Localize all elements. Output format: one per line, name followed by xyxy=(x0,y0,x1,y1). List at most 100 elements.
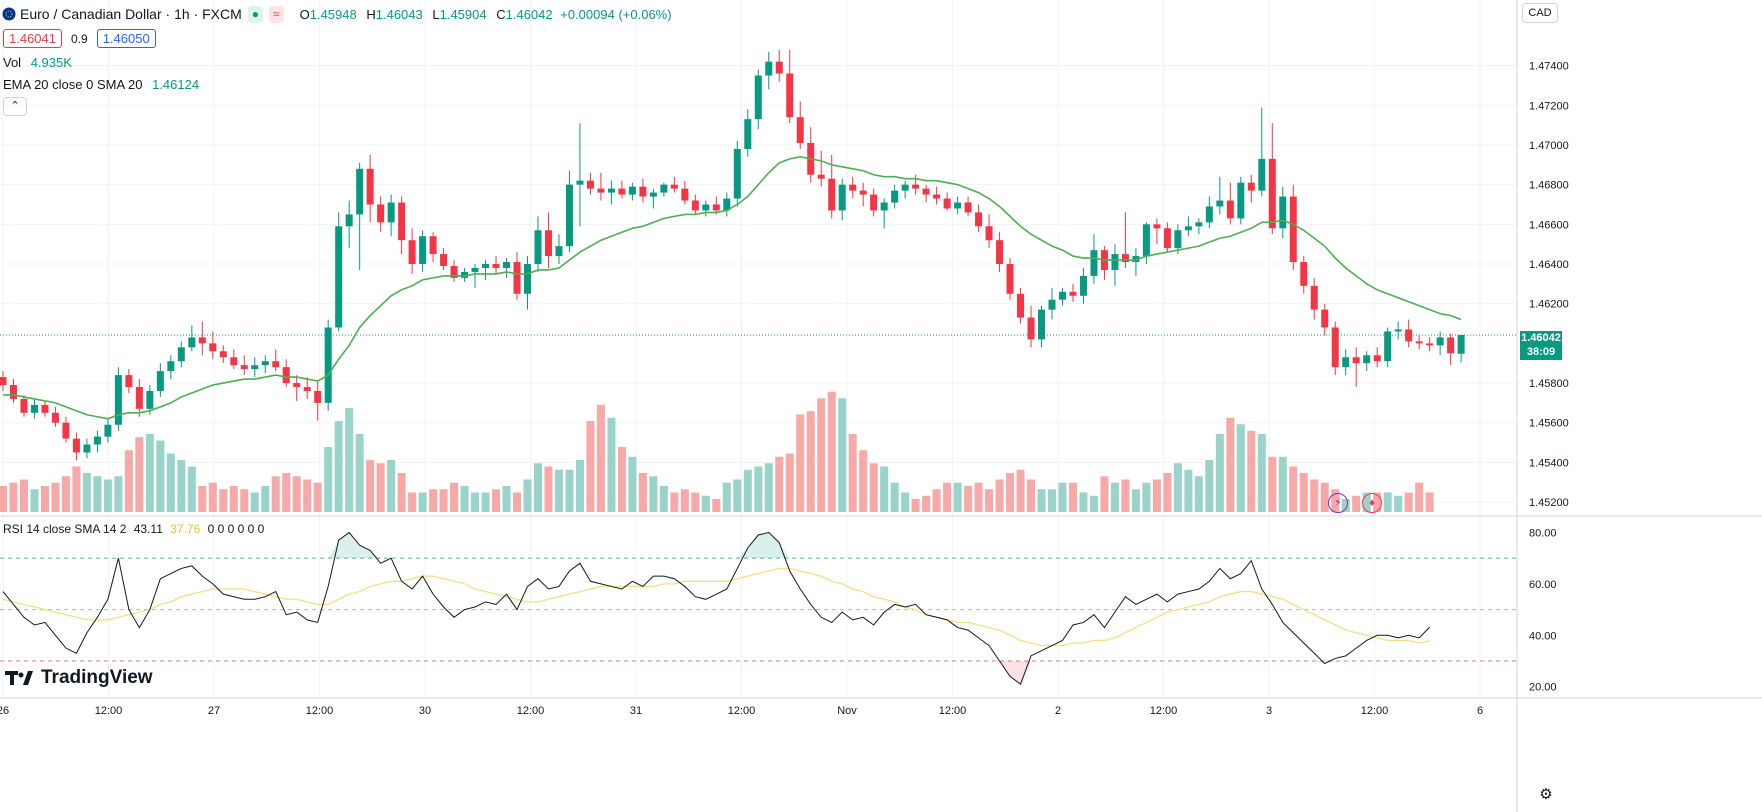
volume-bar xyxy=(1089,495,1098,512)
candle-body xyxy=(461,271,469,278)
volume-bar xyxy=(565,469,574,512)
candle-body xyxy=(513,262,521,294)
volume-bar xyxy=(638,473,647,512)
price-tick-label: 1.45400 xyxy=(1529,457,1569,469)
ema-legend[interactable]: EMA 20 close 0 SMA 20 1.46124 xyxy=(3,77,199,92)
volume-bar xyxy=(471,492,480,512)
rsi-overbought-fill xyxy=(768,532,780,559)
volume-bar xyxy=(701,495,710,512)
candle-body xyxy=(188,337,196,348)
volume-bar xyxy=(324,447,333,512)
volume-bar xyxy=(880,466,889,512)
currency-button[interactable]: CAD xyxy=(1522,3,1558,23)
price-tick-label: 1.46200 xyxy=(1529,299,1569,311)
volume-bar xyxy=(313,482,322,512)
candle-body xyxy=(723,198,731,211)
candle-body xyxy=(933,194,941,199)
volume-bar xyxy=(785,453,794,512)
wave-icon[interactable]: ≈ xyxy=(269,5,284,23)
candle-body xyxy=(303,387,311,391)
time-tick-label: 12:00 xyxy=(306,705,334,717)
volume-value: 4.935K xyxy=(30,55,72,70)
sell-button[interactable]: 1.46041 xyxy=(3,29,62,48)
volume-bar xyxy=(135,437,144,512)
volume-bar xyxy=(82,473,91,512)
candle-body xyxy=(1426,343,1434,346)
bar-countdown: 38:09 xyxy=(1526,346,1556,358)
volume-bar xyxy=(754,466,763,512)
candle-body xyxy=(1247,182,1255,191)
tradingview-logo[interactable]: TradingView xyxy=(5,667,153,689)
volume-legend[interactable]: Vol 4.935K xyxy=(3,55,72,70)
candle-body xyxy=(1079,275,1087,296)
candle-body xyxy=(744,119,752,149)
time-tick-label: 30 xyxy=(419,705,431,717)
volume-bar xyxy=(1383,492,1392,512)
change-value: +0.00094 (+0.06%) xyxy=(560,6,672,22)
symbol-title[interactable]: Euro / Canadian Dollar · 1h · FXCM xyxy=(20,6,242,22)
volume-bar xyxy=(292,476,301,512)
volume-bar xyxy=(1173,463,1182,512)
rsi-value: 43.11 xyxy=(133,522,163,536)
candle-body xyxy=(9,385,17,399)
candle-body xyxy=(880,202,888,211)
candle-body xyxy=(618,188,626,195)
volume-bar xyxy=(439,489,448,512)
candle-body xyxy=(702,204,710,211)
rsi-label: RSI 14 close SMA 14 2 xyxy=(3,522,127,536)
candle-body xyxy=(1090,250,1098,276)
volume-bar xyxy=(1289,466,1298,512)
candle-body xyxy=(1142,224,1150,257)
low-value: 1.45904 xyxy=(439,6,487,22)
volume-bar xyxy=(198,486,207,512)
collapse-legend-button[interactable]: ⌃ xyxy=(3,97,27,116)
candle-body xyxy=(492,264,500,268)
candle-body xyxy=(1163,228,1171,249)
volume-bar xyxy=(533,463,542,512)
candle-body xyxy=(62,422,70,439)
lightning-icon[interactable]: ⚡ xyxy=(1328,493,1348,513)
spread-value: 0.9 xyxy=(71,31,88,46)
candle-body xyxy=(912,184,920,189)
volume-bar xyxy=(72,466,81,512)
volume-bar xyxy=(1415,482,1424,512)
rsi-sma-line xyxy=(2,567,1430,647)
volume-bar xyxy=(1152,479,1161,512)
volume-bar xyxy=(376,463,385,512)
candle-body xyxy=(482,264,490,268)
candle-body xyxy=(114,375,122,425)
volume-bar xyxy=(460,486,469,512)
candle-body xyxy=(670,184,678,189)
candle-body xyxy=(167,361,175,372)
candle-body xyxy=(1342,357,1350,368)
candle-body xyxy=(324,327,332,403)
volume-bar xyxy=(523,479,532,512)
buy-button[interactable]: 1.46050 xyxy=(96,29,156,48)
volume-bar xyxy=(156,440,165,512)
volume-bar xyxy=(502,486,511,512)
volume-bar xyxy=(1352,495,1361,512)
ohlc-values: O1.45948 H1.46043 L1.45904 C1.46042 +0.0… xyxy=(294,7,672,22)
candle-body xyxy=(198,337,206,344)
volume-bar xyxy=(303,479,312,512)
gear-icon[interactable]: ⚙ xyxy=(1539,786,1553,803)
candle-body xyxy=(366,168,374,205)
canada-flag-icon[interactable]: ♦ xyxy=(1362,493,1382,513)
market-open-icon[interactable]: ● xyxy=(247,5,264,23)
volume-bar xyxy=(617,447,626,512)
candle-body xyxy=(849,184,857,191)
candle-body xyxy=(817,174,825,179)
rsi-oversold-fill xyxy=(1324,661,1336,664)
rsi-legend[interactable]: RSI 14 close SMA 14 2 43.11 37.76 0 0 0 … xyxy=(3,522,264,536)
candle-body xyxy=(870,194,878,211)
volume-bar xyxy=(513,492,522,512)
volume-bar xyxy=(722,482,731,512)
volume-label: Vol xyxy=(3,55,22,70)
volume-bar xyxy=(943,482,952,512)
candle-body xyxy=(1289,196,1297,263)
candle-body xyxy=(1363,355,1371,364)
candle-body xyxy=(51,412,59,423)
volume-bar xyxy=(177,460,186,512)
rsi-line xyxy=(2,531,1430,685)
